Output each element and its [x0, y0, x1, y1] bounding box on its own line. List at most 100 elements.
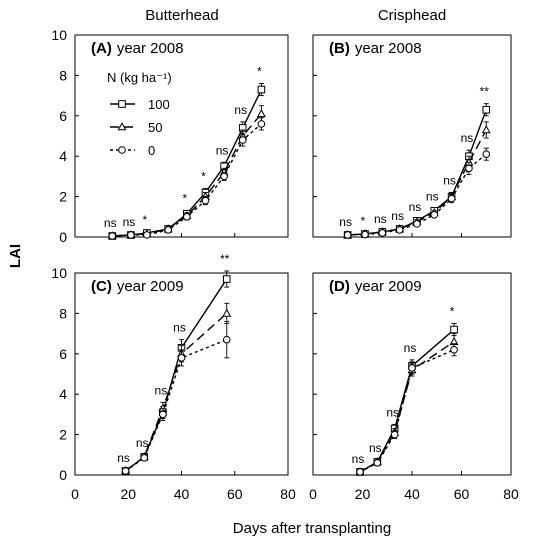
significance-label: ns — [374, 212, 387, 226]
significance-label: ns — [352, 452, 365, 466]
significance-label: ns — [104, 216, 117, 230]
data-point-0 — [465, 164, 473, 173]
legend-marker-100 — [118, 100, 126, 108]
significance-label: ns — [461, 131, 474, 145]
y-tick-label: 10 — [51, 265, 67, 281]
panel-letter: (A) — [91, 40, 112, 57]
data-point-0 — [140, 454, 149, 462]
y-tick-label: 10 — [51, 27, 67, 43]
data-point-0 — [390, 430, 399, 439]
data-point-0 — [222, 335, 231, 344]
panel-frame — [74, 272, 289, 476]
significance-label: ns — [443, 174, 456, 188]
y-tick-label: 4 — [59, 386, 67, 402]
significance-label: ns — [117, 451, 130, 465]
significance-label: ns — [155, 383, 168, 397]
panel-letter: (C) — [91, 278, 112, 295]
significance-label: ns — [339, 215, 352, 229]
data-point-0 — [482, 150, 491, 158]
y-tick-label: 0 — [59, 229, 67, 245]
significance-label: ns — [123, 215, 136, 229]
significance-label: ns — [404, 341, 417, 355]
y-tick-label: 4 — [59, 148, 67, 164]
significance-label: ns — [386, 406, 399, 420]
data-point-0 — [361, 230, 369, 239]
x-tick-label: 60 — [227, 486, 243, 502]
significance-label: * — [201, 170, 206, 184]
x-tick-label: 0 — [309, 486, 317, 502]
data-point-0 — [121, 467, 130, 475]
panel-year: year 2009 — [355, 278, 422, 295]
panel-year: year 2009 — [117, 278, 184, 295]
significance-label: ns — [136, 436, 149, 450]
data-point-100 — [222, 275, 231, 283]
data-point-0 — [108, 232, 117, 240]
panel-year: year 2008 — [117, 40, 184, 57]
legend-entry-100: 100 — [148, 97, 170, 112]
panel-label: (A) year 2008 — [91, 40, 184, 57]
data-point-0 — [430, 210, 439, 219]
significance-label: ns — [409, 200, 422, 214]
x-tick-label: 80 — [280, 486, 296, 502]
panel-label: (B) year 2008 — [329, 40, 422, 57]
data-point-100 — [482, 105, 491, 114]
data-point-0 — [395, 226, 404, 234]
data-point-100 — [257, 85, 266, 94]
x-tick-label: 0 — [71, 486, 79, 502]
panel-letter: (D) — [329, 278, 350, 295]
x-tick-label: 20 — [120, 486, 136, 502]
data-point-0 — [447, 194, 456, 203]
panel-year: year 2008 — [355, 40, 422, 57]
legend-entry-0: 0 — [148, 143, 155, 158]
panel-label: (D) year 2009 — [329, 278, 422, 295]
data-point-100 — [450, 325, 458, 334]
y-tick-label: 6 — [59, 108, 67, 124]
data-point-50 — [222, 308, 232, 317]
significance-label: * — [257, 64, 262, 78]
col-title-butterhead: Butterhead — [145, 7, 218, 24]
y-tick-label: 2 — [59, 427, 67, 443]
data-point-0 — [413, 220, 421, 228]
y-tick-label: 8 — [59, 305, 67, 321]
data-point-0 — [373, 459, 382, 467]
x-tick-label: 40 — [174, 486, 190, 502]
data-point-0 — [408, 364, 416, 372]
legend-marker-50 — [117, 122, 127, 131]
legend: N (kg ha⁻¹) 100 50 0 — [107, 70, 172, 158]
data-point-0 — [238, 136, 247, 144]
panel-label: (C) year 2009 — [91, 278, 184, 295]
significance-label: ns — [426, 190, 439, 204]
significance-label: ** — [220, 252, 230, 266]
x-tick-label: 20 — [355, 486, 371, 502]
significance-label: ns — [234, 103, 247, 117]
x-tick-label: 60 — [454, 486, 470, 502]
significance-label: ns — [391, 209, 404, 223]
data-point-0 — [378, 229, 387, 237]
data-point-0 — [159, 410, 167, 419]
significance-label: * — [182, 192, 187, 206]
y-tick-label: 0 — [59, 467, 67, 483]
significance-label: ** — [480, 85, 490, 99]
y-tick-label: 6 — [59, 346, 67, 362]
data-point-0 — [127, 231, 135, 239]
y-axis-title: LAI — [7, 244, 24, 268]
data-point-0 — [201, 196, 210, 205]
data-point-0 — [143, 231, 151, 239]
significance-label: * — [450, 305, 455, 319]
legend-title: N (kg ha⁻¹) — [107, 70, 172, 85]
y-tick-label: 8 — [59, 67, 67, 83]
panel-letter: (B) — [329, 40, 350, 57]
legend-marker-0 — [118, 146, 126, 154]
data-point-0 — [220, 172, 228, 181]
series-line-0 — [359, 349, 455, 473]
data-point-0 — [183, 213, 191, 221]
legend-entry-50: 50 — [148, 120, 162, 135]
data-point-50 — [256, 108, 266, 118]
x-axis-title: Days after transplanting — [233, 520, 391, 537]
